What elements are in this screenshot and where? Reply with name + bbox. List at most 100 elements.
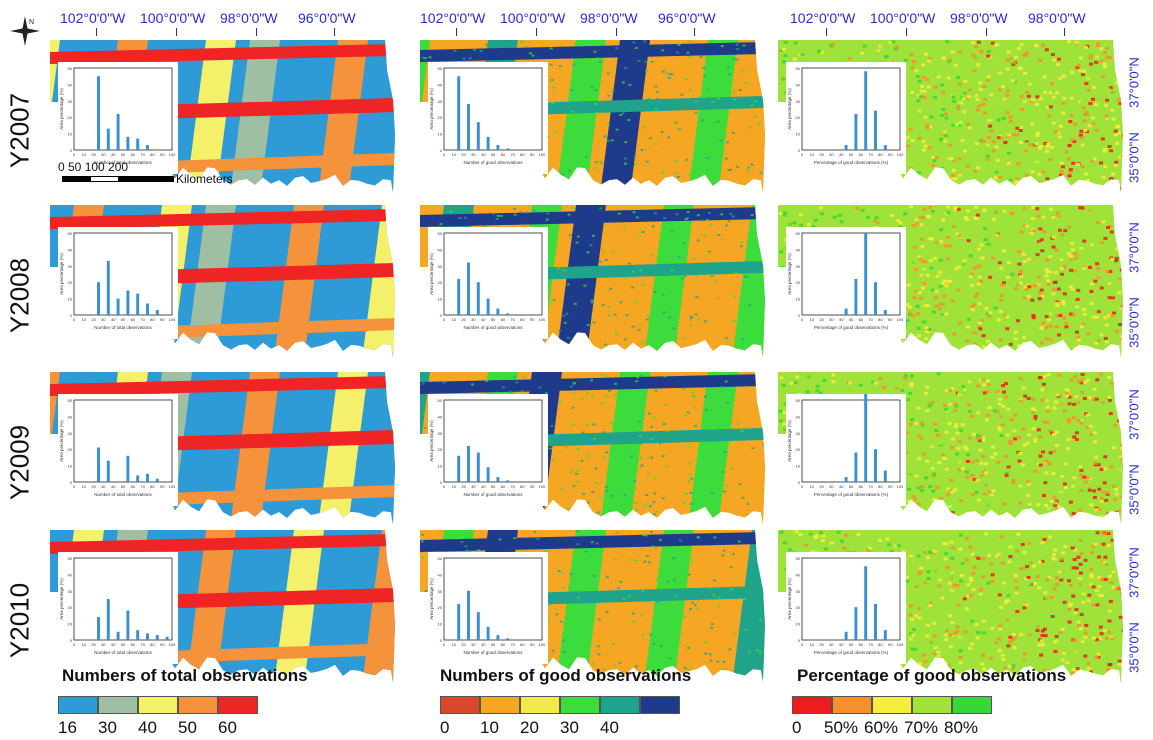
- inset-ytick: 10: [796, 297, 801, 302]
- histogram-inset: 0 10 20 30 40 50 0 10 20 30 40 50 60 70 80 90 100 Percent…: [786, 227, 906, 339]
- inset-xtick: 70: [510, 484, 515, 489]
- inset-ytick: 0: [440, 480, 443, 485]
- legend-label: 16: [58, 718, 77, 737]
- longitude-tick: [986, 28, 987, 36]
- inset-xtick: 40: [111, 317, 116, 322]
- inset-ytick: 50: [796, 398, 801, 403]
- histogram-bar: [883, 310, 887, 315]
- inset-xtick: 50: [121, 642, 126, 647]
- inset-ytick: 30: [68, 264, 73, 269]
- inset-xtick: 10: [82, 317, 87, 322]
- inset-xtick: 50: [121, 317, 126, 322]
- inset-ytick: 20: [796, 447, 801, 452]
- inset-xtick: 20: [461, 317, 466, 322]
- inset-xtick: 0: [443, 642, 446, 647]
- year-label: Y2009: [4, 424, 35, 501]
- histogram-bar: [874, 603, 877, 640]
- inset-ytick: 20: [796, 280, 801, 285]
- inset-ylabel: Area percentage (%): [429, 88, 434, 130]
- histogram-bar: [106, 599, 110, 640]
- latitude-label: 37°0'0"N: [1126, 222, 1142, 273]
- inset-xtick: 50: [491, 642, 496, 647]
- inset-xtick: 90: [160, 317, 165, 322]
- inset-ytick: 0: [70, 148, 73, 153]
- inset-ytick: 30: [438, 431, 443, 436]
- inset-xtick: 80: [150, 642, 155, 647]
- histogram-bar: [844, 631, 848, 640]
- histogram-bar: [457, 76, 461, 150]
- inset-ylabel: Area percentage (%): [429, 253, 434, 295]
- histogram-bar: [146, 303, 149, 315]
- histogram-bar: [496, 145, 500, 150]
- inset-xlabel: Number of good observations: [463, 492, 523, 497]
- inset-xtick: 60: [501, 642, 506, 647]
- inset-xtick: 30: [101, 152, 106, 157]
- inset-xtick: 50: [491, 317, 496, 322]
- legend-label: 70%: [904, 718, 939, 737]
- inset-ylabel: Area percentage (%): [787, 420, 792, 462]
- inset-ytick: 50: [796, 231, 801, 236]
- inset-xtick: 70: [140, 642, 145, 647]
- inset-ytick: 40: [438, 414, 443, 419]
- histogram-inset: 0 10 20 30 40 50 0 10 20 30 40 50 60 70 80 90 100 Percent…: [786, 62, 906, 174]
- inset-ytick: 50: [68, 556, 73, 561]
- legend-colorbar-percent: [792, 696, 992, 714]
- inset-xtick: 40: [839, 152, 844, 157]
- inset-xtick: 70: [140, 484, 145, 489]
- inset-ytick: 50: [438, 556, 443, 561]
- inset-xtick: 60: [131, 152, 136, 157]
- legend-swatch: [480, 696, 520, 714]
- histogram-bar: [467, 104, 470, 150]
- inset-xlabel: Number of total observations: [94, 492, 152, 497]
- longitude-label: 96°0'0"W: [658, 10, 716, 26]
- longitude-tick: [536, 28, 537, 36]
- inset-xtick: 70: [510, 152, 515, 157]
- histogram-bar: [126, 610, 130, 640]
- inset-ytick: 40: [68, 414, 73, 419]
- inset-xtick: 10: [82, 484, 87, 489]
- inset-xtick: 100: [169, 484, 176, 489]
- inset-ytick: 0: [70, 313, 73, 318]
- inset-xtick: 60: [131, 484, 136, 489]
- inset-xtick: 60: [501, 152, 506, 157]
- inset-xtick: 90: [530, 317, 535, 322]
- inset-ytick: 40: [438, 82, 443, 87]
- inset-ytick: 50: [796, 66, 801, 71]
- inset-ylabel: Area percentage (%): [429, 420, 434, 462]
- histogram-bar: [467, 590, 470, 640]
- histogram-bar: [476, 122, 480, 150]
- histogram-bar: [126, 136, 130, 150]
- histogram-bar: [476, 282, 480, 315]
- inset-ytick: 0: [440, 313, 443, 318]
- inset-xtick: 60: [501, 484, 506, 489]
- histogram-bar: [146, 633, 149, 640]
- inset-xtick: 100: [897, 642, 904, 647]
- year-label: Y2008: [4, 257, 35, 334]
- inset-xtick: 80: [878, 317, 883, 322]
- inset-xtick: 10: [452, 317, 457, 322]
- histogram-bar: [136, 475, 140, 482]
- histogram-bar: [883, 630, 887, 640]
- inset-xtick: 40: [839, 317, 844, 322]
- inset-xtick: 20: [461, 152, 466, 157]
- inset-xtick: 20: [91, 317, 96, 322]
- inset-xtick: 100: [897, 152, 904, 157]
- histogram-bar: [155, 310, 159, 315]
- inset-xtick: 90: [888, 484, 893, 489]
- inset-xtick: 10: [452, 484, 457, 489]
- inset-ytick: 20: [68, 115, 73, 120]
- inset-xtick: 60: [501, 317, 506, 322]
- histogram-bar: [496, 635, 500, 640]
- inset-ytick: 40: [796, 247, 801, 252]
- inset-xtick: 50: [491, 484, 496, 489]
- inset-xtick: 50: [849, 317, 854, 322]
- inset-ytick: 10: [68, 464, 73, 469]
- histogram-bar: [116, 631, 120, 640]
- inset-ylabel: Area percentage (%): [787, 88, 792, 130]
- scale-bar-graphic: [62, 176, 174, 182]
- inset-xtick: 20: [91, 152, 96, 157]
- histogram-inset: 0 10 20 30 40 50 0 10 20 30 40 50 60 70 80 90 100 Number …: [428, 394, 548, 506]
- longitude-tick: [334, 28, 335, 36]
- inset-ytick: 30: [438, 99, 443, 104]
- inset-xtick: 90: [530, 152, 535, 157]
